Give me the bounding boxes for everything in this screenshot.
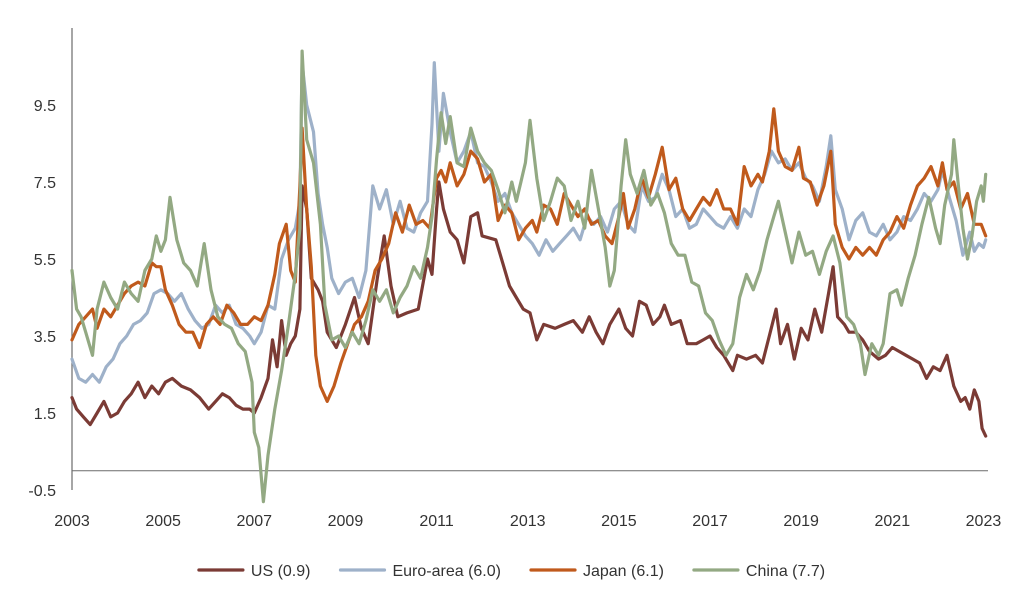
x-tick-label: 2011 xyxy=(419,513,454,530)
series-line-0 xyxy=(70,180,988,438)
legend-label-0: US (0.9) xyxy=(251,563,311,580)
x-tick-label: 2021 xyxy=(875,513,911,530)
x-tick-label: 2003 xyxy=(54,513,90,530)
x-tick-label: 2023 xyxy=(966,513,1002,530)
legend: US (0.9) Euro-area (6.0) Japan (6.1) China … xyxy=(197,563,825,580)
series-line-3 xyxy=(70,49,988,504)
y-tick-label: 9.5 xyxy=(34,98,56,115)
legend-label-2: Japan (6.1) xyxy=(583,563,664,580)
series-line-1 xyxy=(70,61,988,384)
y-axis-ticks: -0.5 1.5 3.5 5.5 7.5 9.5 xyxy=(28,98,56,500)
legend-label-1: Euro-area (6.0) xyxy=(392,563,501,580)
y-tick-label: 7.5 xyxy=(34,175,56,192)
x-tick-label: 2019 xyxy=(783,513,819,530)
series-line-2 xyxy=(70,107,988,403)
y-tick-label: 1.5 xyxy=(34,406,56,423)
x-tick-label: 2015 xyxy=(601,513,637,530)
series-layer xyxy=(70,49,988,504)
y-tick-label: -0.5 xyxy=(28,483,56,500)
y-tick-label: 3.5 xyxy=(34,329,56,346)
x-axis-ticks: 2003 2005 2007 2009 2011 2013 2015 2017 2019 2021… xyxy=(54,513,1001,530)
axes xyxy=(71,28,988,490)
x-tick-label: 2009 xyxy=(328,513,364,530)
x-tick-label: 2005 xyxy=(145,513,181,530)
y-tick-label: 5.5 xyxy=(34,252,56,269)
x-tick-label: 2017 xyxy=(692,513,728,530)
x-tick-label: 2013 xyxy=(510,513,546,530)
x-tick-label: 2007 xyxy=(236,513,272,530)
legend-label-3: China (7.7) xyxy=(746,563,825,580)
